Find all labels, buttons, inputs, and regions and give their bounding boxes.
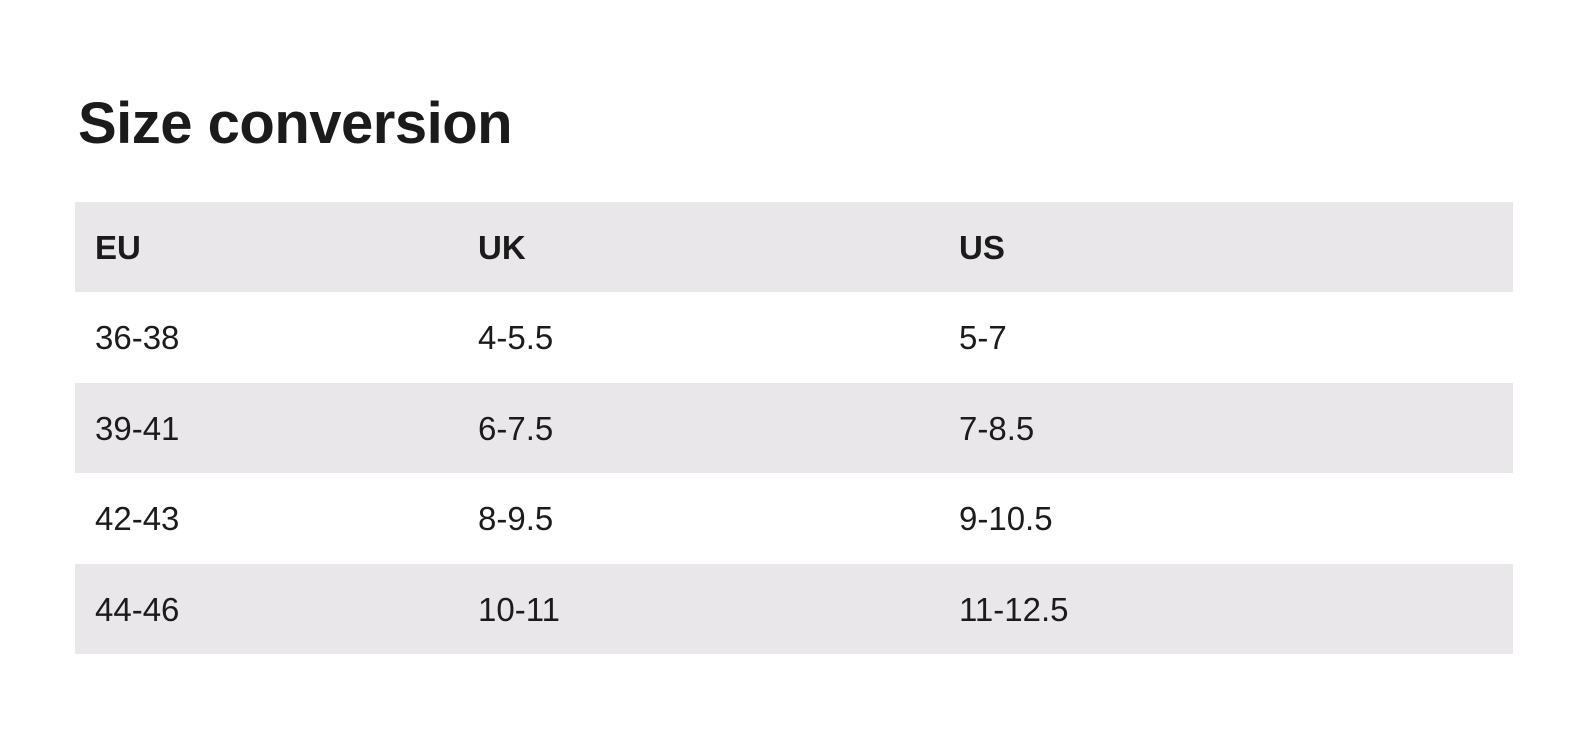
table-row: 44-46 10-11 11-12.5 bbox=[75, 563, 1513, 655]
size-conversion-table: EU UK US 36-38 4-5.5 5-7 39-41 6-7.5 7-8… bbox=[75, 201, 1513, 655]
column-header-uk: UK bbox=[458, 201, 939, 293]
table-header-row: EU UK US bbox=[75, 201, 1513, 293]
column-header-eu: EU bbox=[75, 201, 458, 293]
table-row: 36-38 4-5.5 5-7 bbox=[75, 292, 1513, 383]
cell-us: 5-7 bbox=[939, 292, 1513, 383]
cell-us: 9-10.5 bbox=[939, 473, 1513, 564]
cell-uk: 6-7.5 bbox=[458, 382, 939, 474]
cell-eu: 39-41 bbox=[75, 382, 458, 474]
cell-uk: 4-5.5 bbox=[458, 292, 939, 383]
cell-eu: 42-43 bbox=[75, 473, 458, 564]
cell-us: 7-8.5 bbox=[939, 382, 1513, 474]
size-conversion-section: Size conversion EU UK US 36-38 4-5.5 5-7… bbox=[75, 91, 1513, 655]
cell-uk: 8-9.5 bbox=[458, 473, 939, 564]
table-row: 39-41 6-7.5 7-8.5 bbox=[75, 382, 1513, 474]
table-row: 42-43 8-9.5 9-10.5 bbox=[75, 473, 1513, 564]
cell-eu: 36-38 bbox=[75, 292, 458, 383]
cell-us: 11-12.5 bbox=[939, 563, 1513, 655]
page-title: Size conversion bbox=[78, 91, 513, 156]
column-header-us: US bbox=[939, 201, 1513, 293]
cell-eu: 44-46 bbox=[75, 563, 458, 655]
cell-uk: 10-11 bbox=[458, 563, 939, 655]
